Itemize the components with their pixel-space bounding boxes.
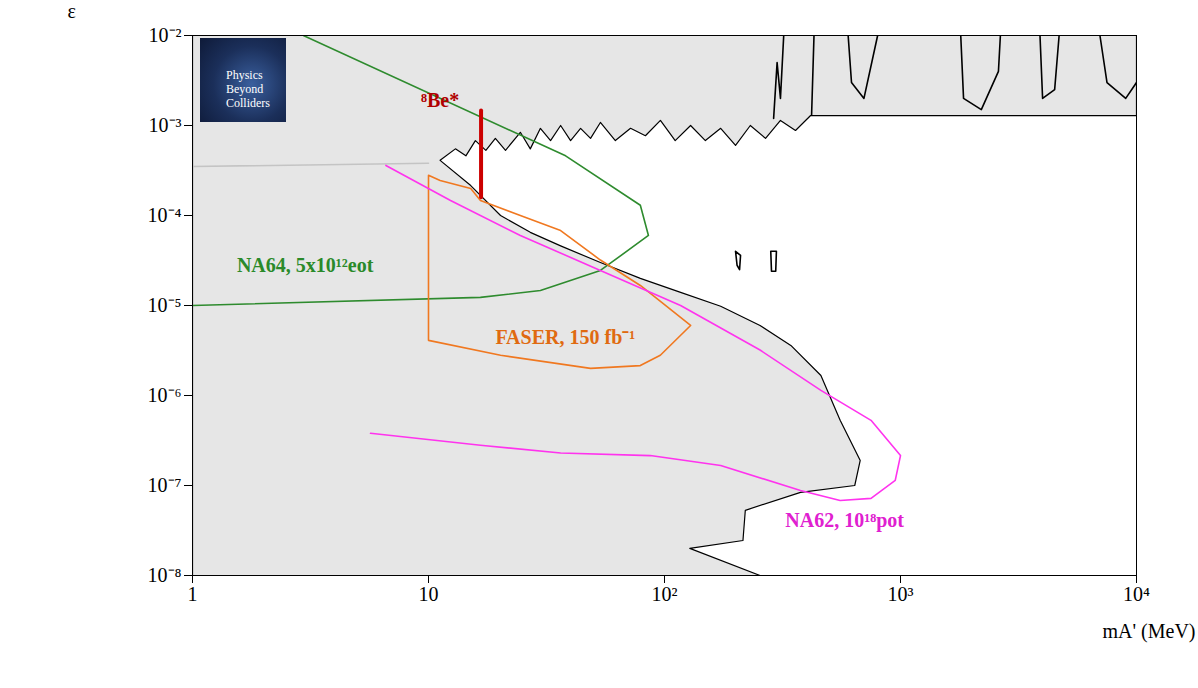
html-text:Physics Beyond Colliders: Physics Beyond Colliders [226,68,270,110]
svg-text:NA64, 5x10¹²eot: NA64, 5x10¹²eot [237,254,374,276]
svg-text:10²: 10² [652,583,678,605]
svg-text:FASER, 150 fb⁻¹: FASER, 150 fb⁻¹ [495,326,635,348]
svg-text:10: 10 [419,583,439,605]
svg-text:NA62, 10¹⁸pot: NA62, 10¹⁸pot [785,509,904,532]
svg-text:10⁻⁸: 10⁻⁸ [148,564,182,586]
svg-text:⁸Be*: ⁸Be* [421,89,459,111]
svg-text:10³: 10³ [888,583,914,605]
svg-text:ε: ε [68,0,76,22]
svg-text:10⁻³: 10⁻³ [149,114,182,136]
svg-text:10⁻⁶: 10⁻⁶ [148,384,182,406]
svg-text:10⁻⁴: 10⁻⁴ [148,204,182,226]
svg-text:mA' (MeV): mA' (MeV) [1102,620,1195,643]
svg-text:10⁻⁷: 10⁻⁷ [148,474,182,496]
svg-text:10⁻⁵: 10⁻⁵ [148,294,182,316]
svg-text:1: 1 [188,583,198,605]
svg-text:10⁻²: 10⁻² [149,24,182,46]
svg-text:10⁴: 10⁴ [1123,583,1150,605]
